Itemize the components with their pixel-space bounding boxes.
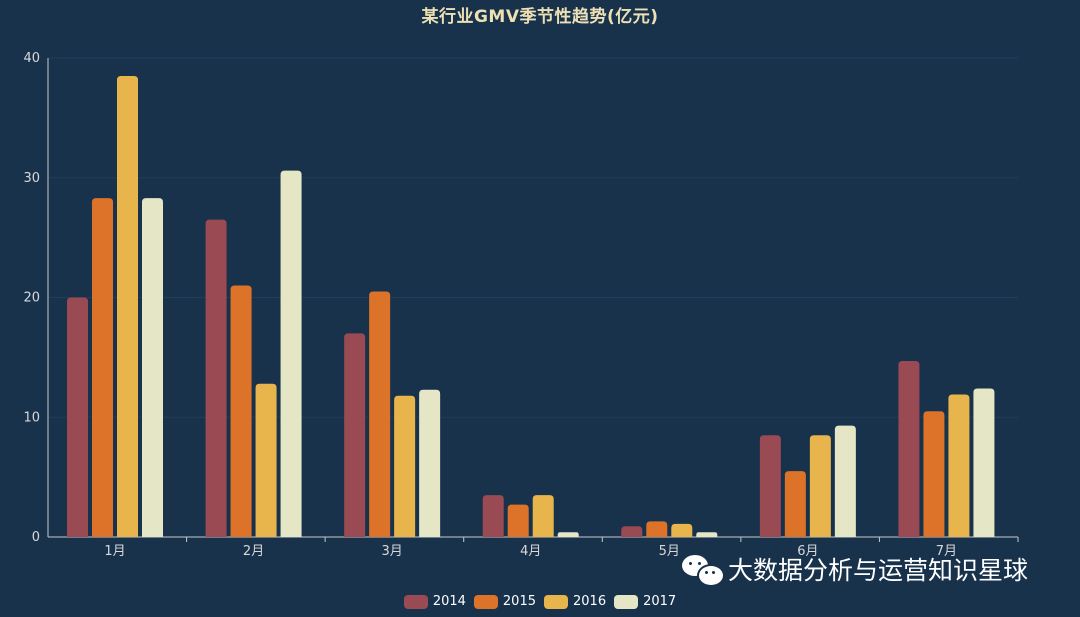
legend-label: 2014: [432, 594, 466, 609]
chart-legend: 2014 2015 2016 2017: [0, 594, 1080, 609]
y-tick-label: 0: [32, 530, 40, 545]
bar-2017-4: [557, 532, 579, 537]
bar-2017-7: [973, 388, 995, 537]
bar-2017-6: [834, 425, 856, 537]
legend-item-2014[interactable]: 2014: [403, 594, 466, 609]
y-tick-label: 20: [23, 291, 40, 306]
bar-2016-4: [532, 495, 554, 537]
bar-2017-5: [696, 532, 718, 537]
bar-2015-5: [646, 521, 668, 537]
x-tick-label: 6月: [797, 544, 818, 559]
bar-2014-7: [898, 360, 920, 537]
bar-2014-3: [344, 333, 366, 537]
bar-2015-4: [507, 504, 529, 537]
x-tick-label: 2月: [243, 544, 264, 559]
bar-2016-1: [117, 75, 138, 538]
legend-item-2016[interactable]: 2016: [544, 594, 606, 609]
bar-2014-5: [621, 526, 643, 537]
bar-2016-6: [809, 435, 831, 537]
bar-2015-6: [784, 471, 806, 537]
legend-swatch: [473, 594, 498, 609]
y-tick-label: 10: [23, 410, 40, 425]
wechat-icon: [680, 552, 725, 587]
bar-2015-7: [923, 411, 945, 537]
bar-2016-2: [255, 383, 277, 537]
x-tick-label: 3月: [382, 544, 403, 559]
legend-label: 2015: [502, 594, 536, 609]
bar-2014-1: [67, 297, 88, 537]
bar-2016-5: [671, 523, 693, 537]
bar-2016-3: [394, 395, 416, 537]
legend-item-2015[interactable]: 2015: [473, 594, 536, 609]
legend-label: 2016: [573, 594, 607, 609]
watermark: 大数据分析与运营知识星球: [680, 552, 1029, 587]
x-tick-label: 5月: [659, 544, 680, 559]
legend-item-2017[interactable]: 2017: [614, 594, 676, 609]
bar-2016-7: [948, 394, 970, 537]
x-tick-label: 7月: [936, 544, 957, 559]
y-tick-label: 40: [23, 51, 40, 66]
watermark-text: 大数据分析与运营知识星球: [728, 556, 1029, 585]
x-tick-label: 1月: [104, 544, 125, 559]
bar-2017-2: [280, 170, 302, 537]
x-tick-label: 4月: [520, 544, 541, 559]
y-tick-label: 30: [23, 171, 40, 186]
legend-swatch: [544, 594, 568, 609]
bar-2015-1: [92, 198, 113, 538]
legend-label: 2017: [643, 594, 677, 609]
bar-2017-3: [419, 389, 441, 537]
legend-swatch: [614, 594, 639, 609]
bar-2015-3: [369, 291, 391, 537]
legend-swatch: [403, 594, 428, 609]
chart-title: 某行业GMV季节性趋势(亿元): [421, 7, 659, 27]
bar-2014-4: [482, 495, 504, 537]
bar-2014-6: [759, 435, 781, 537]
bar-2015-2: [230, 285, 252, 537]
bar-2014-2: [205, 219, 227, 537]
bar-2017-1: [142, 198, 163, 538]
